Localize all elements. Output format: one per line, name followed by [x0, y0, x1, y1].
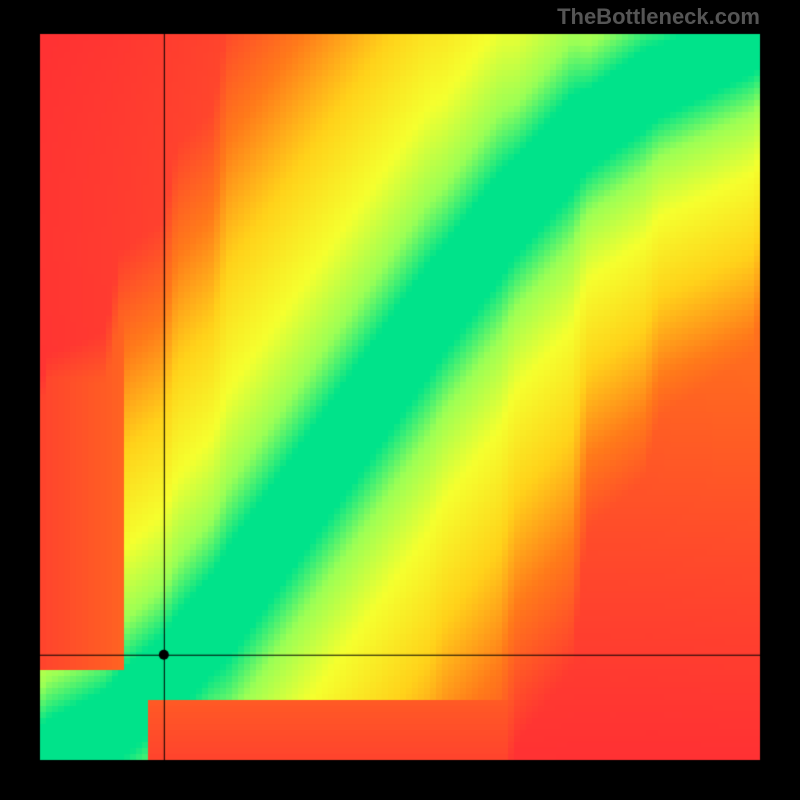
chart-container: TheBottleneck.com	[0, 0, 800, 800]
watermark-text: TheBottleneck.com	[557, 4, 760, 30]
heatmap-canvas	[0, 0, 800, 800]
